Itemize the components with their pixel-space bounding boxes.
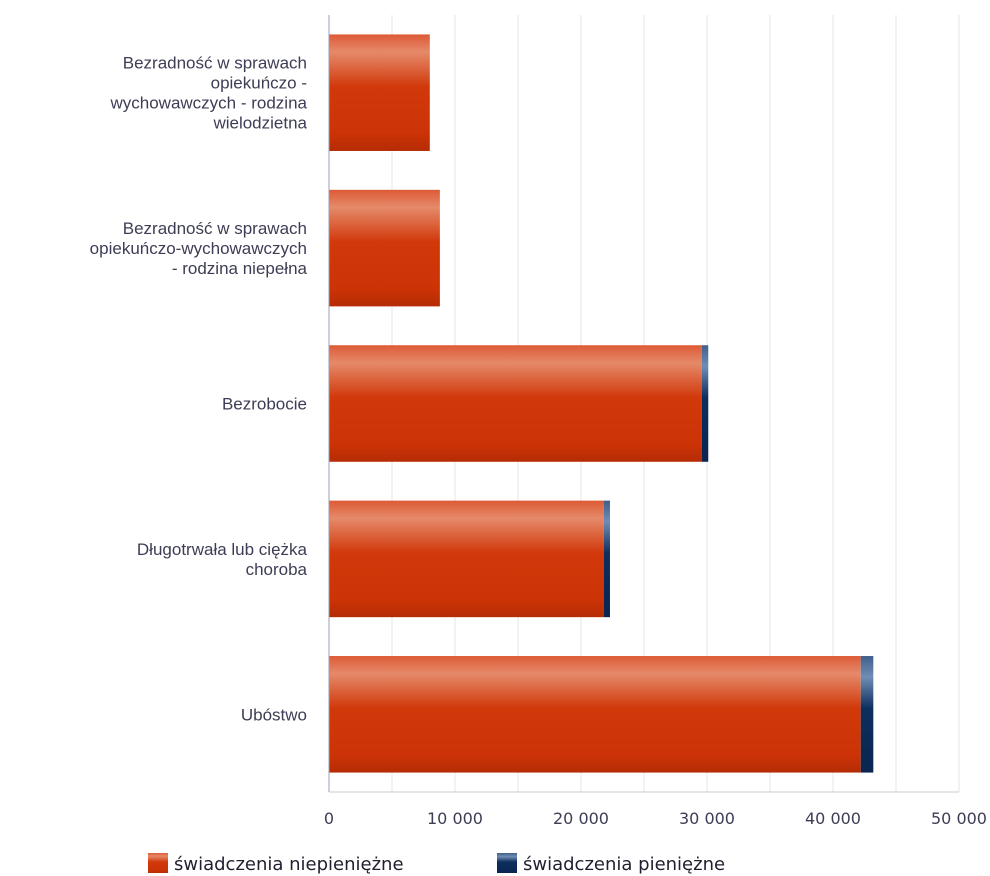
- bar-non-cash-0: [329, 34, 430, 151]
- bar-non-cash-2: [329, 345, 702, 462]
- legend-swatch-0: [148, 853, 168, 873]
- bar-cash-4: [860, 656, 874, 773]
- legend-swatch-1: [497, 853, 517, 873]
- x-tick-label: 10 000: [427, 809, 483, 828]
- category-label-line: Ubóstwo: [241, 705, 307, 724]
- x-tick-label: 50 000: [931, 809, 987, 828]
- category-label-line: Bezradność w sprawach: [123, 54, 307, 73]
- x-tick-label: 0: [324, 809, 334, 828]
- x-tick-labels: 0 10 000 20 000 30 000 40 000 50 000: [324, 809, 987, 828]
- category-label-line: - rodzina niepełna: [172, 259, 308, 278]
- legend: świadczenia niepieniężne świadczenia pien…: [148, 853, 725, 875]
- category-label-line: choroba: [246, 560, 308, 579]
- category-label-line: wielodzietna: [212, 114, 307, 133]
- bar-non-cash-1: [329, 189, 440, 307]
- axes: [328, 15, 959, 793]
- x-tick-label: 20 000: [553, 809, 609, 828]
- category-label-line: opiekuńczo-wychowawczych: [90, 239, 307, 258]
- x-tick-label: 30 000: [679, 809, 735, 828]
- category-label-0: Bezradność w sprawach opiekuńczo -wychowa…: [109, 54, 307, 133]
- category-label-line: opiekuńczo -: [211, 74, 307, 93]
- bar-cash-2: [701, 345, 709, 462]
- category-label-3: Długotrwała lub ciężka choroba: [137, 540, 308, 579]
- category-label-line: Bezradność w sprawach: [123, 219, 307, 238]
- legend-label-0: świadczenia niepieniężne: [174, 854, 404, 875]
- bar-non-cash-3: [329, 500, 604, 618]
- bar-non-cash-4: [329, 656, 861, 773]
- category-label-line: Długotrwała lub ciężka: [137, 540, 308, 559]
- bars: [329, 34, 874, 773]
- category-label-2: Bezrobocie: [222, 395, 307, 414]
- x-tick-label: 40 000: [805, 809, 861, 828]
- category-labels: Bezradność w sprawach opiekuńczo -wychowa…: [90, 54, 308, 725]
- legend-label-1: świadczenia pieniężne: [523, 854, 725, 875]
- category-label-1: Bezradność w sprawach opiekuńczo-wychowaw…: [90, 219, 308, 278]
- bar-cash-3: [603, 500, 610, 618]
- category-label-4: Ubóstwo: [241, 705, 307, 724]
- category-label-line: wychowawczych - rodzina: [109, 94, 307, 113]
- category-label-line: Bezrobocie: [222, 395, 307, 414]
